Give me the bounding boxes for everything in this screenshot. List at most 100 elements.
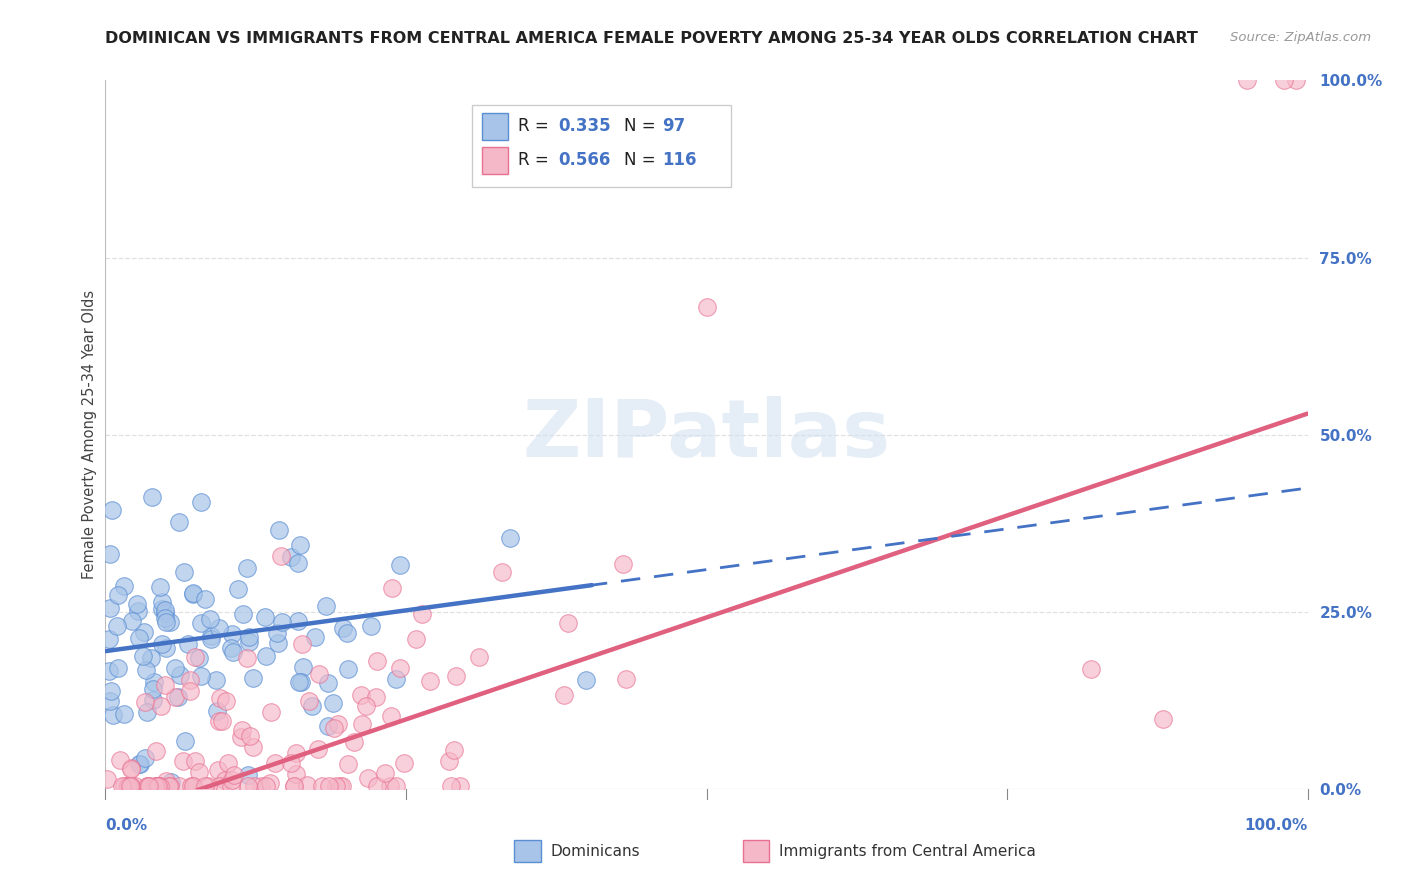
Point — [98, 601, 121, 615]
Point — [239, 730, 262, 744]
Point — [183, 755, 205, 769]
Point — [285, 746, 308, 760]
Point — [155, 611, 177, 625]
Point — [120, 761, 142, 775]
Point — [316, 675, 339, 690]
Point — [224, 768, 246, 782]
Point — [308, 667, 330, 681]
Point — [107, 661, 129, 675]
Point — [179, 673, 201, 688]
Point — [112, 706, 135, 721]
FancyBboxPatch shape — [482, 147, 508, 174]
Point — [96, 772, 118, 787]
Point — [553, 688, 575, 702]
Point — [145, 779, 167, 793]
Point — [336, 757, 359, 772]
Point — [200, 632, 222, 646]
Point — [328, 717, 350, 731]
Point — [266, 636, 288, 650]
Point — [290, 637, 312, 651]
Point — [114, 779, 136, 793]
Point — [136, 705, 159, 719]
Point — [405, 632, 427, 647]
Point — [155, 603, 177, 617]
Point — [180, 779, 202, 793]
Point — [318, 779, 340, 793]
Point — [356, 698, 378, 713]
Point — [207, 704, 229, 718]
Point — [238, 635, 260, 649]
Point — [207, 764, 229, 778]
Point — [194, 779, 217, 793]
Point — [349, 689, 371, 703]
Text: DOMINICAN VS IMMIGRANTS FROM CENTRAL AMERICA FEMALE POVERTY AMONG 25-34 YEAR OLD: DOMINICAN VS IMMIGRANTS FROM CENTRAL AME… — [105, 31, 1198, 46]
Point — [385, 779, 408, 793]
Point — [332, 621, 354, 635]
Point — [214, 773, 236, 788]
Point — [136, 779, 159, 793]
Point — [208, 779, 231, 793]
Point — [381, 581, 404, 595]
Text: 97: 97 — [662, 118, 685, 136]
Point — [118, 779, 141, 793]
Point — [295, 778, 318, 792]
Point — [221, 773, 243, 788]
Text: 0.0%: 0.0% — [105, 818, 148, 833]
Point — [498, 531, 520, 545]
Point — [263, 756, 285, 770]
Point — [143, 779, 166, 793]
Point — [557, 615, 579, 630]
Point — [235, 650, 257, 665]
Point — [142, 681, 165, 696]
Point — [389, 660, 412, 674]
Point — [190, 616, 212, 631]
Point — [98, 693, 121, 707]
FancyBboxPatch shape — [742, 839, 769, 863]
Point — [1080, 662, 1102, 676]
Point — [315, 599, 337, 613]
Text: Dominicans: Dominicans — [550, 844, 640, 859]
Point — [360, 618, 382, 632]
Point — [307, 742, 329, 756]
Point — [200, 629, 222, 643]
Point — [155, 607, 177, 621]
Point — [259, 776, 281, 790]
Point — [121, 614, 143, 628]
Point — [105, 619, 128, 633]
Point — [167, 515, 190, 529]
Point — [167, 690, 190, 704]
Point — [197, 779, 219, 793]
Point — [190, 495, 212, 509]
Text: N =: N = — [624, 118, 661, 136]
Point — [157, 779, 180, 793]
Point — [280, 756, 302, 771]
Point — [169, 668, 191, 682]
Point — [411, 607, 433, 621]
Text: Immigrants from Central America: Immigrants from Central America — [779, 844, 1035, 859]
Point — [128, 632, 150, 646]
Point — [290, 537, 312, 551]
Point — [250, 779, 273, 793]
Point — [134, 751, 156, 765]
Point — [290, 675, 312, 690]
Point — [143, 675, 166, 690]
Point — [148, 779, 170, 793]
Point — [316, 719, 339, 733]
Point — [159, 779, 181, 793]
Point — [260, 705, 283, 719]
Point — [163, 661, 186, 675]
Point — [208, 714, 231, 728]
Point — [443, 743, 465, 757]
Point — [184, 649, 207, 664]
Point — [374, 766, 396, 780]
Point — [491, 565, 513, 579]
Y-axis label: Female Poverty Among 25-34 Year Olds: Female Poverty Among 25-34 Year Olds — [82, 290, 97, 580]
Point — [301, 699, 323, 714]
Point — [311, 779, 333, 793]
Point — [439, 754, 461, 768]
Point — [330, 779, 353, 793]
Point — [135, 663, 157, 677]
Text: 100.0%: 100.0% — [1244, 818, 1308, 833]
Text: Source: ZipAtlas.com: Source: ZipAtlas.com — [1230, 31, 1371, 45]
Point — [366, 690, 388, 704]
